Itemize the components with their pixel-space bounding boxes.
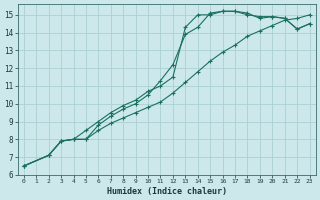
X-axis label: Humidex (Indice chaleur): Humidex (Indice chaleur) xyxy=(107,187,227,196)
